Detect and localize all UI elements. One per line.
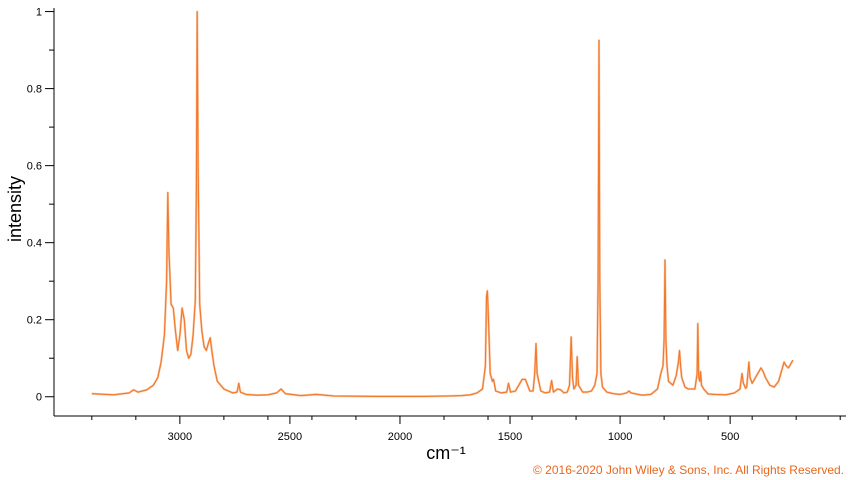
x-axis: 3000 2500 2000 1500 1000 500	[54, 415, 846, 443]
y-tick-label: 1	[36, 7, 42, 19]
x-tick-label: 1500	[498, 431, 522, 443]
x-tick-label: 500	[721, 431, 739, 443]
copyright-notice: © 2016-2020 John Wiley & Sons, Inc. All …	[533, 463, 844, 477]
y-tick-label: 0.4	[27, 238, 42, 250]
x-tick-label: 3000	[168, 431, 192, 443]
spectrum-line	[91, 11, 794, 397]
plot-area	[91, 10, 794, 398]
x-tick-label: 2500	[278, 431, 302, 443]
x-tick-label: 1000	[608, 431, 632, 443]
y-tick-label: 0	[36, 392, 42, 404]
y-tick-label: 0.2	[27, 315, 42, 327]
y-axis: 0 0.2 0.4 0.6 0.8 1	[27, 7, 55, 416]
x-axis-label: cm⁻¹	[426, 443, 466, 463]
y-axis-label: intensity	[5, 176, 25, 242]
y-tick-label: 0.6	[27, 161, 42, 173]
y-tick-label: 0.8	[27, 84, 42, 96]
x-tick-label: 2000	[388, 431, 412, 443]
